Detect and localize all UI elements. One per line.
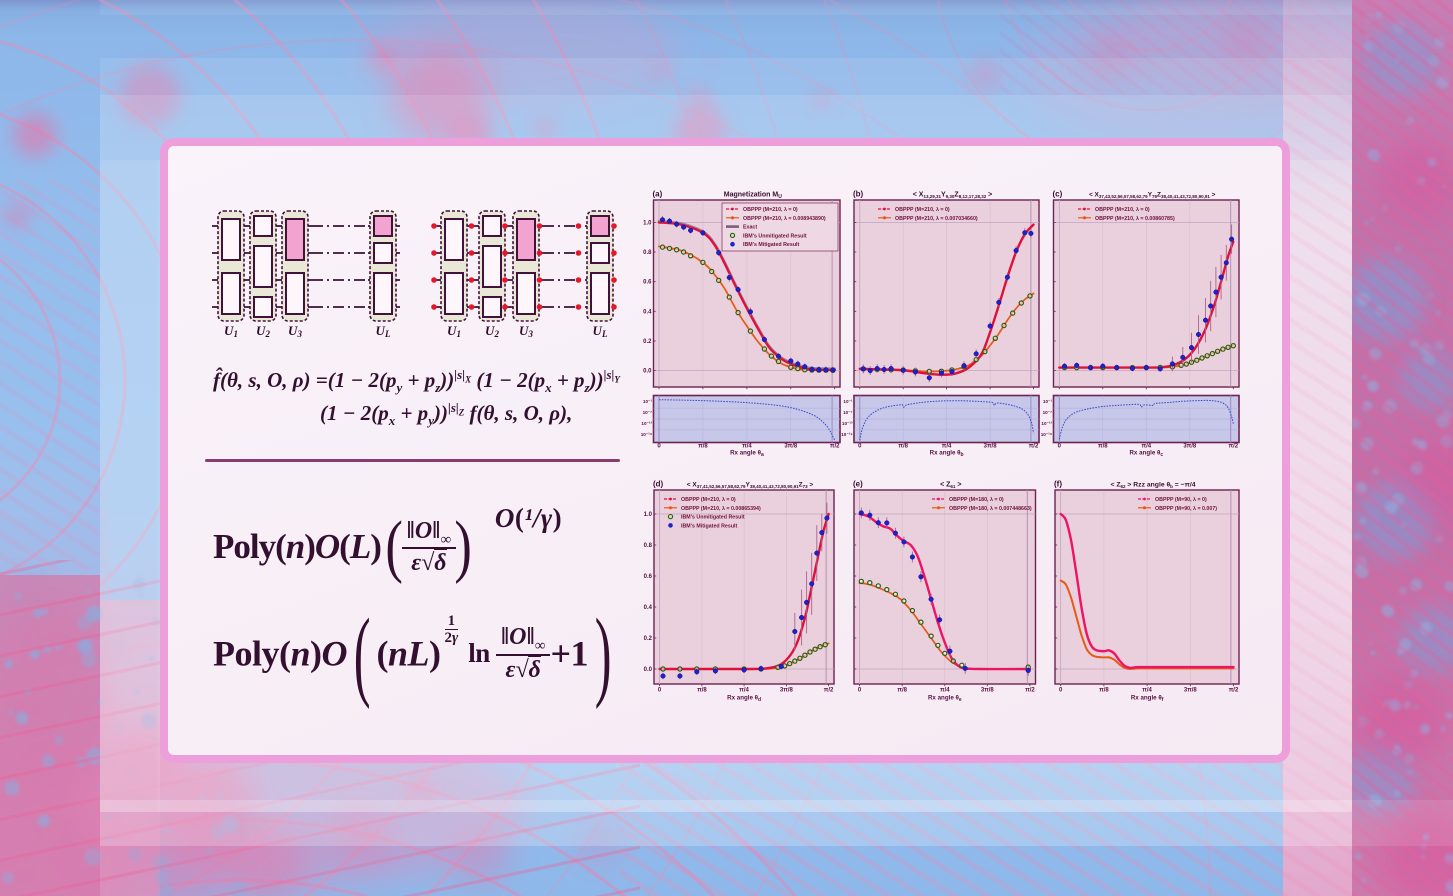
svg-text:3π/8: 3π/8 <box>1183 444 1197 450</box>
svg-text:0: 0 <box>858 444 862 450</box>
svg-text:0.6: 0.6 <box>643 280 652 286</box>
svg-text:(f): (f) <box>1054 480 1062 489</box>
svg-text:3π/8: 3π/8 <box>1184 688 1198 694</box>
svg-text:π/4: π/4 <box>940 688 950 694</box>
svg-text:UL: UL <box>376 323 391 339</box>
svg-text:Rx angle θa: Rx angle θa <box>730 450 764 459</box>
svg-text:π/8: π/8 <box>697 688 707 694</box>
svg-text:UL: UL <box>593 323 608 339</box>
svg-text:3π/8: 3π/8 <box>780 688 794 694</box>
svg-text:OBPPP (M=210, λ = 0.008943890): OBPPP (M=210, λ = 0.008943890) <box>743 216 826 222</box>
svg-text:Rx angle θe: Rx angle θe <box>928 695 962 704</box>
svg-text:IBM's Mitigated Result: IBM's Mitigated Result <box>681 523 738 529</box>
svg-text:0.8: 0.8 <box>643 250 652 256</box>
svg-text:OBPPP (M=210, λ = 0): OBPPP (M=210, λ = 0) <box>681 497 736 503</box>
svg-text:OBPPP (M=90, λ = 0.007): OBPPP (M=90, λ = 0.007) <box>1155 506 1217 512</box>
svg-text:Rx angle θc: Rx angle θc <box>1129 450 1163 459</box>
svg-text:3π/8: 3π/8 <box>784 444 798 450</box>
svg-text:OBPPP (M=210, λ = 0.007034660): OBPPP (M=210, λ = 0.007034660) <box>895 216 978 222</box>
svg-text:10⁻¹: 10⁻¹ <box>1043 399 1053 404</box>
svg-text:π/8: π/8 <box>897 688 907 694</box>
svg-text:π/4: π/4 <box>742 444 752 450</box>
svg-text:0.2: 0.2 <box>644 636 653 642</box>
svg-text:0: 0 <box>1058 444 1062 450</box>
svg-text:0: 0 <box>657 444 661 450</box>
svg-text:10⁻¹³: 10⁻¹³ <box>842 421 853 426</box>
svg-text:3π/8: 3π/8 <box>981 688 995 694</box>
svg-text:Rx angle θb: Rx angle θb <box>930 450 964 459</box>
svg-text:π/2: π/2 <box>1229 688 1239 694</box>
svg-text:OBPPP (M=210, λ = 0): OBPPP (M=210, λ = 0) <box>1095 207 1150 213</box>
svg-text:0.4: 0.4 <box>643 309 652 315</box>
svg-text:U2: U2 <box>256 323 270 339</box>
svg-text:U2: U2 <box>485 323 499 339</box>
svg-text:OBPPP (M=210, λ = 0.00860785): OBPPP (M=210, λ = 0.00860785) <box>1095 216 1175 222</box>
svg-text:π/2: π/2 <box>1029 444 1039 450</box>
svg-text:10⁻⁷: 10⁻⁷ <box>1043 410 1053 415</box>
svg-text:π/2: π/2 <box>1228 444 1238 450</box>
svg-text:Rx angle θf: Rx angle θf <box>1131 695 1164 704</box>
svg-text:OBPPP (M=90, λ = 0): OBPPP (M=90, λ = 0) <box>1155 497 1207 503</box>
svg-text:(c): (c) <box>1053 190 1063 199</box>
svg-text:10⁻¹⁹: 10⁻¹⁹ <box>641 432 652 437</box>
svg-text:U1: U1 <box>447 323 461 339</box>
svg-text:0.6: 0.6 <box>644 574 653 580</box>
svg-text:10⁻¹: 10⁻¹ <box>643 399 653 404</box>
svg-text:0.8: 0.8 <box>644 543 653 549</box>
svg-text:< X13,29,31Y9,30Z8,12,17,28,32: < X13,29,31Y9,30Z8,12,17,28,32 > <box>913 192 993 200</box>
svg-text:10⁻⁷: 10⁻⁷ <box>643 410 653 415</box>
svg-text:OBPPP (M=210, λ = 0): OBPPP (M=210, λ = 0) <box>895 207 950 213</box>
svg-text:U1: U1 <box>224 323 238 339</box>
svg-text:IBM's Unmitigated Result: IBM's Unmitigated Result <box>681 515 745 521</box>
svg-text:OBPPP (M=210, λ = 0.00865394): OBPPP (M=210, λ = 0.00865394) <box>681 506 761 512</box>
svg-text:0.0: 0.0 <box>644 667 653 673</box>
svg-text:π/8: π/8 <box>698 444 708 450</box>
svg-text:< X37,43,52,56,57,58,62,79Y79Z: < X37,43,52,56,57,58,62,79Y79Z38,40,41,4… <box>1089 192 1216 200</box>
svg-text:10⁻¹⁹: 10⁻¹⁹ <box>841 432 852 437</box>
svg-text:10⁻¹: 10⁻¹ <box>843 399 853 404</box>
svg-text:0.4: 0.4 <box>644 605 653 611</box>
svg-text:π/4: π/4 <box>1142 688 1152 694</box>
svg-text:Exact: Exact <box>743 225 757 231</box>
svg-text:(e): (e) <box>853 480 863 489</box>
svg-text:IBM's Mitigated Result: IBM's Mitigated Result <box>743 242 800 248</box>
svg-text:π/2: π/2 <box>824 688 834 694</box>
svg-text:(a): (a) <box>653 190 663 199</box>
svg-text:(d): (d) <box>653 480 664 489</box>
svg-text:π/4: π/4 <box>942 444 952 450</box>
svg-text:OBPPP (M=180, λ = 0.007448663): OBPPP (M=180, λ = 0.007448663) <box>949 506 1032 512</box>
svg-text:10⁻⁷: 10⁻⁷ <box>843 410 853 415</box>
svg-text:3π/8: 3π/8 <box>984 444 998 450</box>
svg-text:π/4: π/4 <box>1141 444 1151 450</box>
svg-text:10⁻¹³: 10⁻¹³ <box>1041 421 1052 426</box>
svg-text:U3: U3 <box>288 323 302 339</box>
svg-text:< Z61 >: < Z61 > <box>940 482 961 490</box>
svg-text:1.0: 1.0 <box>643 220 652 226</box>
svg-text:π/2: π/2 <box>830 444 840 450</box>
svg-text:OBPPP (M=210, λ = 0): OBPPP (M=210, λ = 0) <box>743 207 798 213</box>
svg-text:1.0: 1.0 <box>644 512 653 518</box>
svg-text:10⁻¹⁹: 10⁻¹⁹ <box>1041 432 1052 437</box>
svg-text:10⁻¹³: 10⁻¹³ <box>641 421 652 426</box>
svg-text:U3: U3 <box>519 323 533 339</box>
svg-text:OBPPP (M=180, λ = 0): OBPPP (M=180, λ = 0) <box>949 497 1004 503</box>
svg-text:< X37,41,52,56,57,58,62,79Y38,: < X37,41,52,56,57,58,62,79Y38,40,41,43,7… <box>687 482 814 490</box>
svg-text:0: 0 <box>1059 688 1063 694</box>
svg-text:π/8: π/8 <box>898 444 908 450</box>
svg-text:π/2: π/2 <box>1025 688 1035 694</box>
svg-text:π/4: π/4 <box>739 688 749 694</box>
svg-text:< Z62 > Rzz angle θb = −π/4: < Z62 > Rzz angle θb = −π/4 <box>1110 482 1195 490</box>
svg-text:π/8: π/8 <box>1098 444 1108 450</box>
svg-text:0.0: 0.0 <box>643 369 652 375</box>
svg-text:(b): (b) <box>853 190 864 199</box>
svg-text:π/8: π/8 <box>1099 688 1109 694</box>
svg-text:0.2: 0.2 <box>643 339 652 345</box>
svg-text:0: 0 <box>858 688 862 694</box>
svg-text:Magnetization MU: Magnetization MU <box>724 192 782 201</box>
svg-text:IBM's Unmitigated Result: IBM's Unmitigated Result <box>743 233 807 239</box>
svg-text:0: 0 <box>658 688 662 694</box>
svg-text:Rx angle θd: Rx angle θd <box>727 695 761 704</box>
